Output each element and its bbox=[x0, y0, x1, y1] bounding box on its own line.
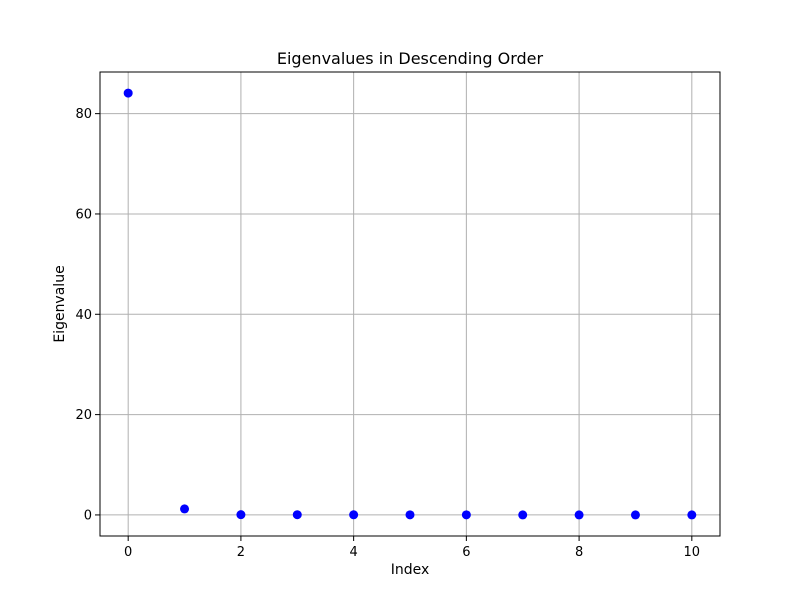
data-point bbox=[292, 510, 302, 520]
points-layer bbox=[123, 88, 697, 520]
grid-layer bbox=[100, 72, 720, 536]
x-tick-label: 4 bbox=[349, 545, 357, 560]
data-point bbox=[574, 510, 584, 520]
y-tick-label: 40 bbox=[75, 308, 92, 323]
data-point bbox=[349, 510, 359, 520]
data-point bbox=[405, 510, 415, 520]
data-point bbox=[236, 510, 246, 520]
y-tick-label: 20 bbox=[75, 408, 92, 423]
x-tick-label: 6 bbox=[462, 545, 470, 560]
x-tick-label: 2 bbox=[237, 545, 245, 560]
data-point bbox=[687, 510, 697, 520]
ticks-layer: 0 2 4 6 8 10 0 20 40 60 80 bbox=[75, 107, 700, 560]
x-axis-label: Index bbox=[391, 562, 430, 578]
x-tick-label: 0 bbox=[124, 545, 132, 560]
y-tick-label: 60 bbox=[75, 207, 92, 222]
data-point bbox=[630, 510, 640, 520]
y-axis-label: Eigenvalue bbox=[52, 265, 68, 342]
x-tick-label: 8 bbox=[575, 545, 583, 560]
y-tick-label: 80 bbox=[75, 107, 92, 122]
data-point bbox=[461, 510, 471, 520]
data-point bbox=[518, 510, 528, 520]
axes-frame bbox=[99, 71, 721, 537]
chart-title: Eigenvalues in Descending Order bbox=[277, 49, 544, 68]
y-tick-label: 0 bbox=[84, 508, 92, 523]
data-point bbox=[180, 504, 190, 514]
x-tick-label: 10 bbox=[684, 545, 701, 560]
data-point bbox=[123, 88, 133, 98]
